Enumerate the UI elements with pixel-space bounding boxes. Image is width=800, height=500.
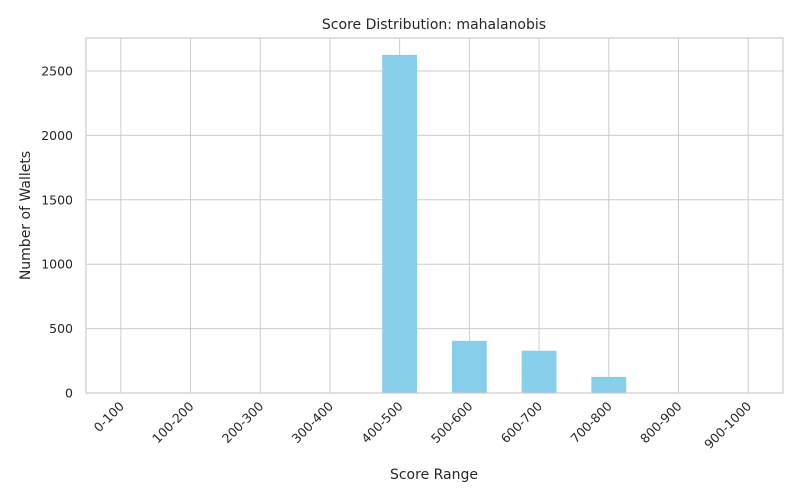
y-tick-label: 500 — [49, 321, 73, 336]
y-tick-label: 2000 — [41, 128, 73, 143]
bar-400-500 — [382, 54, 418, 394]
plot-frame — [85, 37, 784, 394]
bar-600-700 — [521, 350, 557, 393]
y-tick-label: 1500 — [41, 192, 73, 207]
x-tick-label: 400-500 — [358, 398, 406, 446]
y-tick-label: 1000 — [41, 257, 73, 272]
x-tick-label: 0-100 — [91, 398, 127, 434]
y-tick-labels: 0 500 1000 1500 2000 2500 — [41, 63, 73, 400]
x-tick-label: 300-400 — [289, 398, 337, 446]
x-tick-label: 100-200 — [149, 398, 197, 446]
grid-layer — [86, 38, 783, 394]
bar-layer — [382, 54, 627, 394]
x-tick-label: 900-1000 — [701, 398, 754, 451]
x-tick-label: 800-900 — [637, 398, 685, 446]
x-axis-label: Score Range — [390, 467, 478, 483]
bar-700-800 — [591, 376, 627, 393]
x-tick-labels: 0-100 100-200 200-300 300-400 400-500 500-600… — [91, 398, 755, 451]
x-tick-label: 700-800 — [567, 398, 615, 446]
y-tick-label: 0 — [65, 386, 73, 401]
x-tick-label: 600-700 — [498, 398, 546, 446]
y-tick-label: 2500 — [41, 63, 73, 78]
x-tick-label: 200-300 — [219, 398, 267, 446]
y-axis-label: Number of Wallets — [18, 151, 34, 280]
x-tick-label: 500-600 — [428, 398, 476, 446]
bar-500-600 — [451, 340, 487, 393]
chart-title: Score Distribution: mahalanobis — [322, 17, 546, 33]
